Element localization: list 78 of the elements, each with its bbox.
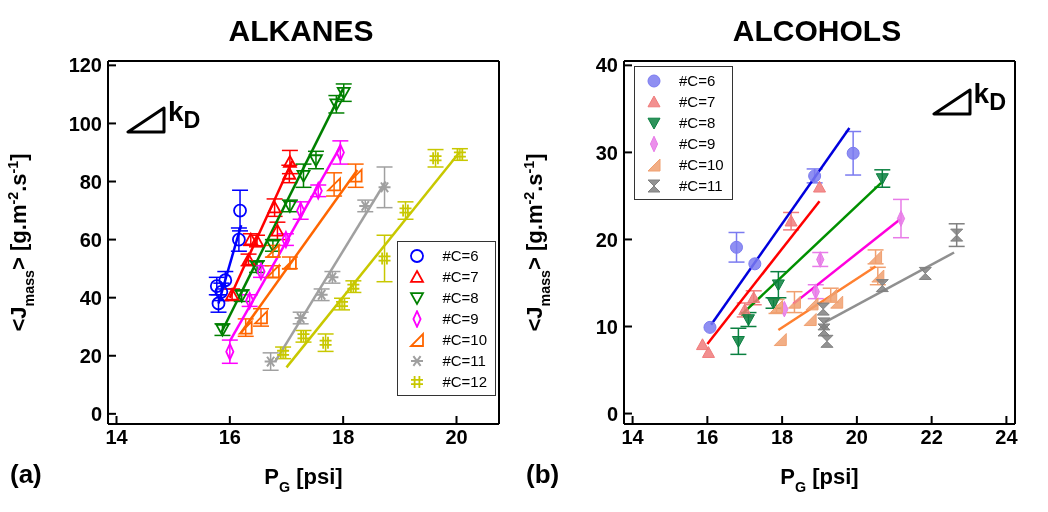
y-tick-label: 40: [595, 54, 618, 77]
legend-label: #C=10: [679, 156, 724, 173]
point: [803, 313, 817, 327]
x-axis-title: P$_{G}$ [psi]: [780, 464, 859, 495]
y-tick-label: 30: [595, 141, 618, 164]
point: [701, 346, 715, 358]
legend-label: #C=6: [442, 247, 479, 264]
point: [377, 251, 392, 266]
x-tick-label: 24: [995, 426, 1019, 449]
legend-label: #C=9: [442, 310, 479, 327]
x-tick-label: 18: [332, 426, 355, 449]
point: [731, 336, 745, 348]
point: [773, 333, 787, 347]
x-tick-label: 14: [621, 426, 645, 449]
x-tick-label: 14: [105, 426, 129, 449]
x-tick-label: 22: [920, 426, 943, 449]
y-tick-label: 80: [79, 170, 102, 193]
point: [875, 279, 889, 293]
point: [813, 180, 826, 193]
point: [830, 295, 844, 309]
point: [309, 154, 323, 167]
chart-title: ALKANES: [227, 13, 375, 49]
x-tick-label: 18: [770, 426, 794, 449]
point: [263, 355, 278, 368]
point: [270, 223, 285, 237]
point: [730, 240, 744, 254]
legend-label: #C=11: [442, 352, 486, 369]
y-tick-label: 0: [606, 402, 618, 425]
legend-label: #C=8: [679, 114, 716, 131]
x-axis-title: P$_{G}$ [psi]: [264, 464, 343, 495]
point: [817, 317, 831, 331]
point: [296, 170, 311, 183]
point: [703, 320, 717, 334]
legend-label: #C=10: [442, 331, 487, 348]
point: [918, 266, 932, 280]
y-tick-label: 120: [68, 54, 102, 77]
y-tick-label: 100: [68, 112, 102, 135]
y-tick-label: 10: [595, 315, 618, 338]
x-tick-label: 16: [696, 426, 719, 449]
point: [233, 203, 247, 218]
point: [950, 228, 964, 242]
point: [846, 146, 860, 160]
point: [327, 177, 341, 192]
y-tick-label: 20: [595, 228, 618, 251]
point: [267, 200, 282, 214]
y-tick-label: 0: [90, 402, 102, 425]
point: [329, 98, 344, 112]
annotation: k$_{D}$: [973, 78, 1006, 116]
legend-label: #C=9: [679, 135, 716, 152]
legend-label: #C=11: [679, 177, 723, 194]
point: [816, 302, 830, 316]
annotation: k$_{D}$: [168, 96, 201, 134]
point: [283, 155, 297, 168]
chart-title: ALCOHOLS: [731, 13, 903, 49]
legend-label: #C=7: [442, 268, 479, 285]
point: [784, 214, 798, 227]
point: [282, 167, 297, 180]
legend-label: #C=6: [679, 72, 716, 89]
x-tick-label: 20: [845, 426, 869, 449]
point: [817, 323, 831, 337]
point: [348, 168, 363, 183]
point: [696, 338, 709, 351]
y-tick-label: 20: [79, 344, 102, 367]
legend-label: #C=12: [442, 373, 487, 390]
point: [771, 279, 785, 292]
legend-label: #C=8: [442, 289, 479, 306]
point: [875, 173, 889, 186]
text: (a): [10, 459, 42, 490]
legend-label: #C=7: [679, 93, 716, 110]
x-tick-label: 16: [218, 426, 241, 449]
y-tick-label: 60: [79, 228, 102, 251]
point: [805, 297, 819, 311]
point: [748, 257, 762, 271]
text: (b): [526, 459, 560, 490]
point: [820, 334, 834, 348]
x-tick-label: 20: [445, 426, 468, 449]
y-tick-label: 40: [79, 286, 102, 309]
point: [787, 295, 801, 309]
